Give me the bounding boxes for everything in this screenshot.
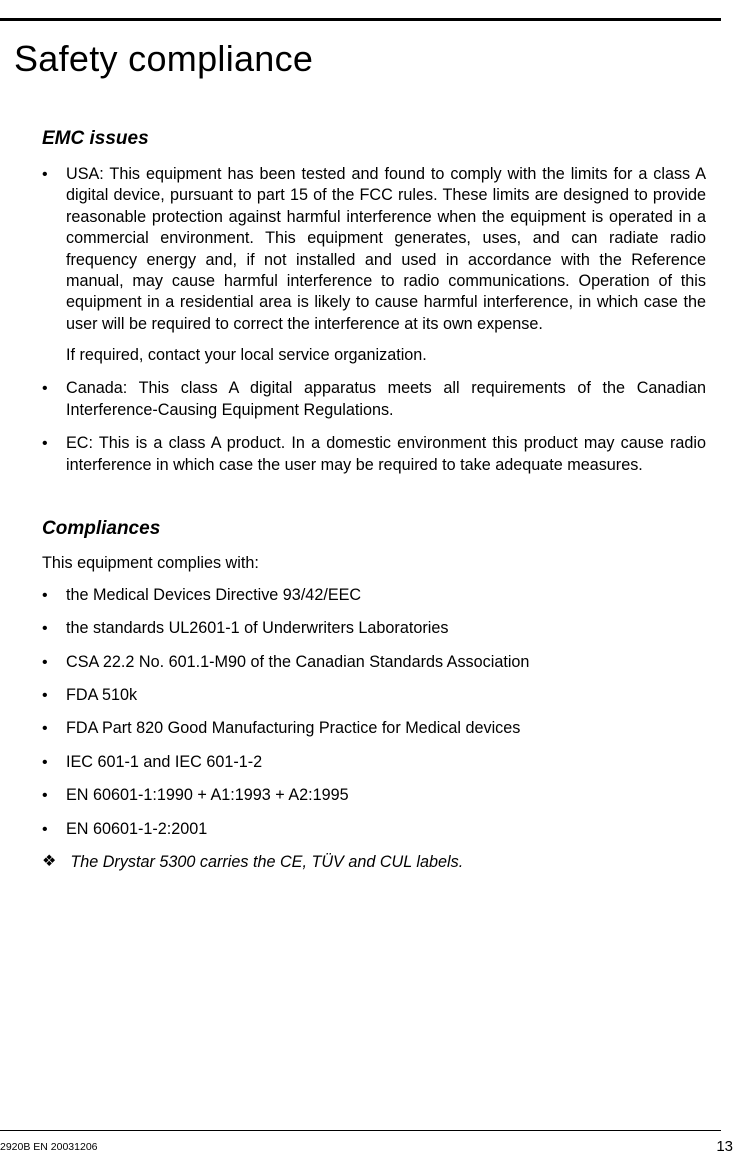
footer-page-number: 13 <box>716 1138 733 1155</box>
content-area: EMC issues USA: This equipment has been … <box>42 118 706 873</box>
compliances-intro: This equipment complies with: <box>42 554 706 573</box>
note-text: The Drystar 5300 carries the CE, TÜV and… <box>70 852 463 873</box>
footer-rule <box>0 1130 721 1131</box>
list-item: FDA Part 820 Good Manufacturing Practice… <box>42 718 706 739</box>
top-rule <box>0 18 721 21</box>
list-item: USA: This equipment has been tested and … <box>42 164 706 366</box>
section-heading-compliances: Compliances <box>42 518 706 540</box>
diamond-icon: ❖ <box>42 852 56 873</box>
compliances-list: the Medical Devices Directive 93/42/EEC … <box>42 585 706 840</box>
list-item: IEC 601-1 and IEC 601-1-2 <box>42 752 706 773</box>
page-title: Safety compliance <box>14 38 313 80</box>
list-item: FDA 510k <box>42 685 706 706</box>
list-item-text: USA: This equipment has been tested and … <box>66 165 706 333</box>
section-heading-emc: EMC issues <box>42 128 706 150</box>
list-item: EN 60601-1:1990 + A1:1993 + A2:1995 <box>42 785 706 806</box>
list-item-extra: If required, contact your local service … <box>66 345 706 366</box>
list-item: CSA 22.2 No. 601.1-M90 of the Canadian S… <box>42 652 706 673</box>
list-item: EN 60601-1-2:2001 <box>42 819 706 840</box>
note-row: ❖ The Drystar 5300 carries the CE, TÜV a… <box>42 852 706 873</box>
footer-doc-id: 2920B EN 20031206 <box>0 1141 98 1153</box>
emc-list: USA: This equipment has been tested and … <box>42 164 706 476</box>
page: Safety compliance EMC issues USA: This e… <box>0 0 739 1169</box>
list-item: the Medical Devices Directive 93/42/EEC <box>42 585 706 606</box>
list-item: the standards UL2601-1 of Underwriters L… <box>42 618 706 639</box>
list-item: Canada: This class A digital apparatus m… <box>42 378 706 421</box>
list-item: EC: This is a class A product. In a dome… <box>42 433 706 476</box>
